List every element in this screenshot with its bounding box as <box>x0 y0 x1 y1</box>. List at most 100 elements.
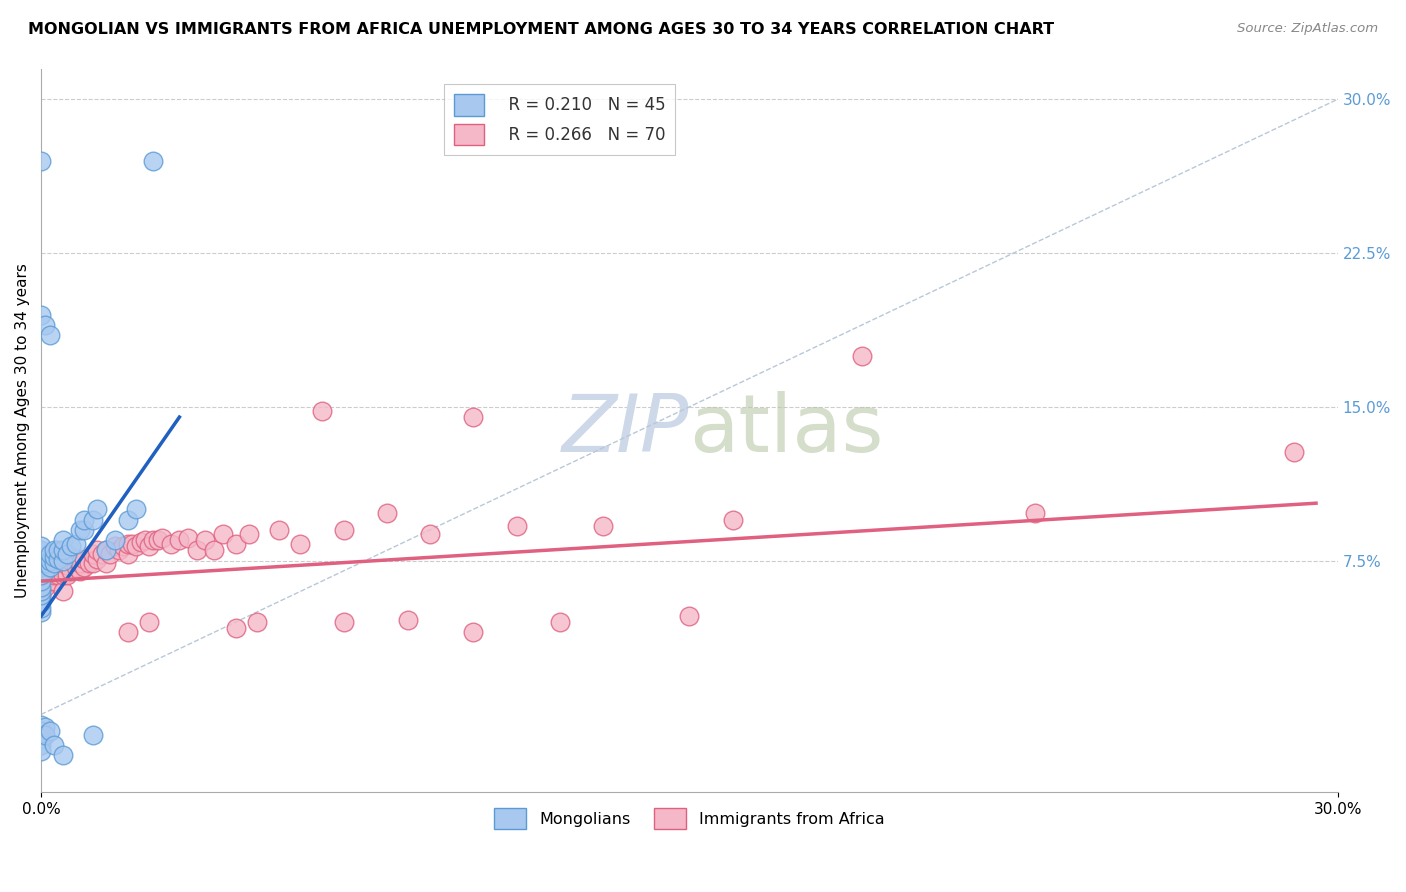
Point <box>30 558 52 572</box>
Point <box>86 551 108 566</box>
Point <box>463 410 485 425</box>
Point <box>142 153 165 168</box>
Legend: Mongolians, Immigrants from Africa: Mongolians, Immigrants from Africa <box>488 802 891 835</box>
Point <box>73 559 96 574</box>
Point <box>30 589 52 603</box>
Point <box>42 568 65 582</box>
Point <box>332 523 354 537</box>
Point <box>34 564 56 578</box>
Point <box>52 748 75 763</box>
Point <box>42 574 65 588</box>
Point <box>30 589 52 603</box>
Point <box>48 559 70 574</box>
Point <box>463 625 485 640</box>
Point <box>38 553 60 567</box>
Point <box>94 543 117 558</box>
Text: atlas: atlas <box>689 392 884 469</box>
Point <box>246 615 269 629</box>
Point <box>65 537 87 551</box>
Point <box>125 502 148 516</box>
Point <box>117 513 139 527</box>
Point <box>851 349 873 363</box>
Point <box>98 548 121 562</box>
Point <box>38 328 60 343</box>
Point <box>267 523 290 537</box>
Point <box>159 537 181 551</box>
Point <box>117 537 139 551</box>
Point <box>30 551 52 566</box>
Point <box>30 559 52 574</box>
Text: ZIP: ZIP <box>562 392 689 469</box>
Point <box>30 584 52 599</box>
Point <box>548 615 571 629</box>
Point <box>77 556 100 570</box>
Point <box>94 543 117 558</box>
Point <box>398 613 420 627</box>
Point <box>678 609 700 624</box>
Point <box>30 549 52 564</box>
Text: Source: ZipAtlas.com: Source: ZipAtlas.com <box>1237 22 1378 36</box>
Point <box>30 545 52 559</box>
Point <box>117 548 139 562</box>
Point <box>138 539 160 553</box>
Point <box>290 537 312 551</box>
Point <box>225 537 247 551</box>
Point <box>129 535 152 549</box>
Point <box>134 533 156 548</box>
Point <box>52 556 75 570</box>
Point <box>52 553 75 567</box>
Point <box>38 574 60 588</box>
Point <box>60 539 83 553</box>
Point <box>56 548 79 562</box>
Point <box>30 600 52 615</box>
Point <box>592 518 614 533</box>
Point <box>38 559 60 574</box>
Point <box>103 539 125 553</box>
Point <box>117 625 139 640</box>
Point <box>30 308 52 322</box>
Point <box>146 533 169 548</box>
Point <box>73 551 96 566</box>
Point <box>112 539 135 553</box>
Point <box>142 533 165 548</box>
Point <box>150 531 173 545</box>
Point <box>34 580 56 594</box>
Point <box>65 551 87 566</box>
Point <box>69 556 91 570</box>
Point <box>38 564 60 578</box>
Point <box>56 558 79 572</box>
Point <box>186 543 208 558</box>
Point <box>82 556 104 570</box>
Point <box>48 551 70 566</box>
Point <box>30 717 52 731</box>
Point <box>30 723 52 738</box>
Text: MONGOLIAN VS IMMIGRANTS FROM AFRICA UNEMPLOYMENT AMONG AGES 30 TO 34 YEARS CORRE: MONGOLIAN VS IMMIGRANTS FROM AFRICA UNEM… <box>28 22 1054 37</box>
Point <box>38 548 60 562</box>
Point <box>82 513 104 527</box>
Point <box>30 568 52 582</box>
Point <box>121 537 143 551</box>
Point <box>1284 445 1306 459</box>
Point <box>30 580 52 594</box>
Point <box>375 507 398 521</box>
Point <box>42 549 65 564</box>
Point <box>30 559 52 574</box>
Point <box>125 539 148 553</box>
Point <box>94 556 117 570</box>
Point <box>52 543 75 558</box>
Point <box>30 580 52 594</box>
Point <box>30 728 52 742</box>
Y-axis label: Unemployment Among Ages 30 to 34 years: Unemployment Among Ages 30 to 34 years <box>15 263 30 598</box>
Point <box>30 744 52 758</box>
Point <box>138 615 160 629</box>
Point <box>419 527 441 541</box>
Point <box>169 533 191 548</box>
Point <box>38 723 60 738</box>
Point <box>30 556 52 570</box>
Point <box>56 568 79 582</box>
Point <box>42 543 65 558</box>
Point <box>194 533 217 548</box>
Point <box>65 559 87 574</box>
Point <box>34 556 56 570</box>
Point <box>332 615 354 629</box>
